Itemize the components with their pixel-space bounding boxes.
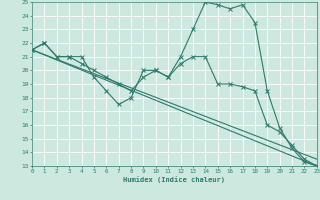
X-axis label: Humidex (Indice chaleur): Humidex (Indice chaleur) bbox=[124, 176, 225, 183]
